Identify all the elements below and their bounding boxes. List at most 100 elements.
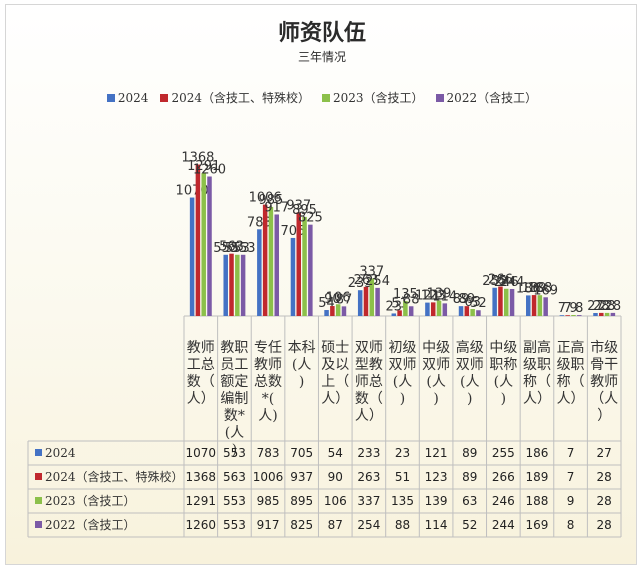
table-cell: 186 bbox=[526, 446, 549, 460]
table-cell: 169 bbox=[526, 518, 549, 532]
data-label: 937 bbox=[286, 198, 311, 213]
legend-item: 2024 bbox=[106, 89, 148, 106]
table-cell: 27 bbox=[597, 446, 612, 460]
legend-item: 2023（含技工） bbox=[322, 89, 424, 106]
data-label: 89 bbox=[459, 292, 476, 307]
table-cell: 89 bbox=[462, 470, 477, 484]
bar bbox=[470, 309, 475, 316]
category-label: 教职员工额定编制数* (人) bbox=[220, 340, 248, 458]
bar bbox=[391, 313, 397, 316]
data-label: 1260 bbox=[193, 163, 226, 178]
bar bbox=[526, 295, 531, 316]
table-cell: 1260 bbox=[186, 518, 217, 532]
data-label: 563 bbox=[219, 240, 244, 255]
bar bbox=[375, 287, 380, 316]
legend-item: 2024（含技工、特殊校） bbox=[160, 89, 310, 106]
table-cell: 563 bbox=[223, 470, 246, 484]
bar bbox=[476, 310, 481, 316]
data-label: 1006 bbox=[249, 191, 282, 206]
bar bbox=[296, 212, 302, 316]
data-label: 123 bbox=[421, 288, 446, 303]
bar bbox=[458, 306, 464, 316]
data-label: 985 bbox=[259, 193, 284, 208]
bar bbox=[599, 312, 604, 316]
table-cell: 1291 bbox=[186, 494, 217, 508]
table-cell: 23 bbox=[395, 446, 410, 460]
row-header: 2023（含技工） bbox=[45, 493, 136, 508]
table-cell: 553 bbox=[223, 518, 246, 532]
bar bbox=[240, 254, 246, 316]
table-cell: 28 bbox=[597, 470, 612, 484]
table-cell: 937 bbox=[290, 470, 313, 484]
data-label: 7 bbox=[558, 301, 566, 316]
table-cell: 54 bbox=[328, 446, 343, 460]
table-cell: 106 bbox=[324, 494, 347, 508]
data-label: 106 bbox=[326, 290, 351, 305]
category-label: 副高级职称（人） bbox=[523, 339, 551, 407]
data-label: 186 bbox=[516, 281, 541, 296]
bar bbox=[565, 315, 570, 316]
table-cell: 189 bbox=[526, 470, 549, 484]
bar bbox=[330, 306, 335, 316]
category-label: 正高级职称（人） bbox=[557, 339, 585, 407]
bar bbox=[229, 253, 234, 316]
table-cell: 7 bbox=[567, 446, 575, 460]
bar bbox=[195, 164, 201, 316]
data-label: 895 bbox=[292, 203, 317, 218]
bar bbox=[509, 288, 515, 316]
table-cell: 121 bbox=[425, 446, 448, 460]
table-cell: 88 bbox=[395, 518, 410, 532]
table-cell: 7 bbox=[567, 470, 575, 484]
data-label: 7 bbox=[564, 301, 572, 316]
table-cell: 9 bbox=[567, 494, 575, 508]
bar bbox=[335, 304, 341, 316]
bar bbox=[308, 224, 313, 316]
legend-swatch bbox=[322, 93, 330, 102]
table-cell: 87 bbox=[328, 518, 343, 532]
data-label: 553 bbox=[225, 241, 250, 256]
data-label: 188 bbox=[527, 281, 552, 296]
table-cell: 553 bbox=[223, 494, 246, 508]
data-label: 87 bbox=[336, 292, 353, 307]
bar bbox=[207, 176, 212, 316]
bar bbox=[408, 306, 414, 316]
data-label: 28 bbox=[599, 299, 616, 314]
table-cell: 51 bbox=[395, 470, 410, 484]
bar bbox=[357, 290, 363, 316]
data-label: 246 bbox=[494, 275, 519, 290]
bar bbox=[302, 216, 307, 316]
data-label: 705 bbox=[281, 224, 306, 239]
bar bbox=[430, 302, 436, 316]
row-header: 2024（含技工、特殊校） bbox=[45, 469, 184, 484]
table-cell: 28 bbox=[597, 494, 612, 508]
legend-swatch bbox=[435, 93, 444, 102]
bar bbox=[262, 204, 268, 316]
bar bbox=[290, 237, 296, 316]
legend-label: 2023（含技工） bbox=[333, 91, 424, 105]
category-label: 硕士及以上（人） bbox=[321, 340, 349, 407]
legend-swatch bbox=[160, 93, 169, 102]
bar bbox=[464, 306, 470, 316]
legend-label: 2024（含技工、特殊校） bbox=[171, 91, 310, 105]
table-cell: 783 bbox=[257, 446, 280, 460]
bar bbox=[610, 312, 616, 316]
data-label: 1070 bbox=[176, 184, 209, 199]
table-cell: 139 bbox=[425, 494, 448, 508]
row-swatch bbox=[35, 473, 42, 480]
table-cell: 705 bbox=[290, 446, 313, 460]
table-cell: 254 bbox=[357, 518, 380, 532]
table-cell: 233 bbox=[357, 446, 380, 460]
table-cell: 1006 bbox=[253, 470, 284, 484]
row-header: 2022（含技工） bbox=[45, 517, 136, 532]
bar bbox=[274, 214, 279, 316]
data-label: 1368 bbox=[181, 151, 214, 166]
table-cell: 337 bbox=[357, 494, 380, 508]
category-label: 市级骨干教师（人） bbox=[590, 339, 618, 424]
data-label: 90 bbox=[324, 292, 341, 307]
data-label: 9 bbox=[569, 301, 577, 316]
legend-label: 2022（含技工） bbox=[446, 91, 538, 105]
bar bbox=[577, 315, 582, 316]
legend-item: 2022（含技工） bbox=[435, 89, 538, 106]
bar bbox=[189, 197, 195, 316]
data-label: 28 bbox=[593, 299, 610, 314]
